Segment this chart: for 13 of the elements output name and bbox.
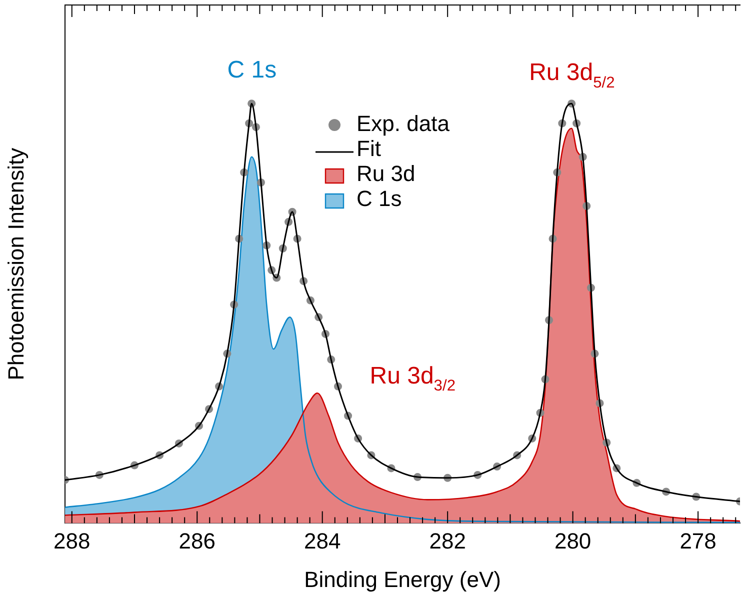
legend-label: C 1s <box>356 186 402 212</box>
x-axis-title: Binding Energy (eV) <box>304 566 501 592</box>
x-tick-label: 288 <box>54 528 90 554</box>
legend-label: Exp. data <box>356 111 450 136</box>
text: C 1s <box>227 56 277 84</box>
x-tick-label: 278 <box>680 528 716 554</box>
legend-label: Fit <box>356 136 381 162</box>
x-tick-label: 282 <box>429 528 466 554</box>
x-tick-label: 286 <box>178 528 216 554</box>
legend-label: Ru 3d <box>356 161 416 186</box>
y-axis-title: Photoemission Intensity <box>3 148 28 380</box>
x-tick-label: 284 <box>304 528 341 554</box>
x-tick-label: 280 <box>554 528 592 554</box>
